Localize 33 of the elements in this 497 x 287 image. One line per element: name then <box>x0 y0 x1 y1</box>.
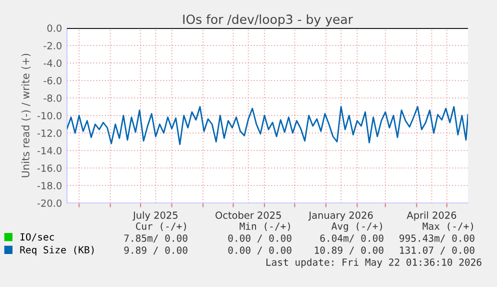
text: 10.89 / 0.00 <box>314 246 384 255</box>
y-tick-label: -4.0 <box>44 59 62 67</box>
x-tick-label: January 2026 <box>308 212 373 221</box>
y-tick-label: -2.0 <box>44 42 62 50</box>
text: Last update: Fri May 22 01:36:10 2026 <box>266 258 482 268</box>
text: Avg (-/+) <box>332 222 382 232</box>
text: Min (-/+) <box>240 222 290 231</box>
y-tick-label: -14.0 <box>37 146 62 154</box>
text: 7.85m/ 0.00 <box>124 234 188 243</box>
text: 131.07 / 0.00 <box>400 246 474 255</box>
text: 6.04m/ 0.00 <box>320 234 384 243</box>
line-series <box>67 106 468 146</box>
text: 0.00 / 0.00 <box>228 234 292 243</box>
y-axis-title: Units read (-) / write (+) <box>21 54 31 178</box>
y-tick-label: -6.0 <box>44 76 62 84</box>
y-tick-label: -12.0 <box>37 129 62 137</box>
text: 0.00 / 0.00 <box>228 246 292 255</box>
text: Max (-/+) <box>422 222 473 231</box>
y-tick-label: -10.0 <box>37 112 62 120</box>
y-tick-label: 0.0 <box>47 24 62 32</box>
text: Cur (-/+) <box>136 222 186 231</box>
y-tick-label: -8.0 <box>44 94 62 102</box>
legend-label: Req Size (KB) <box>20 246 94 256</box>
y-tick-label: -20.0 <box>37 199 62 207</box>
y-tick-label: -18.0 <box>37 182 62 190</box>
x-tick-label: October 2025 <box>216 211 281 219</box>
text: 995.43m/ 0.00 <box>400 234 474 243</box>
x-tick-label: July 2025 <box>132 211 178 221</box>
legend-label: IO/sec <box>20 233 54 242</box>
x-tick-label: April 2026 <box>406 211 456 221</box>
chart-title: IOs for /dev/loop3 - by year <box>183 14 353 26</box>
text: 9.89 / 0.00 <box>124 246 188 255</box>
y-tick-label: -16.0 <box>37 164 62 172</box>
